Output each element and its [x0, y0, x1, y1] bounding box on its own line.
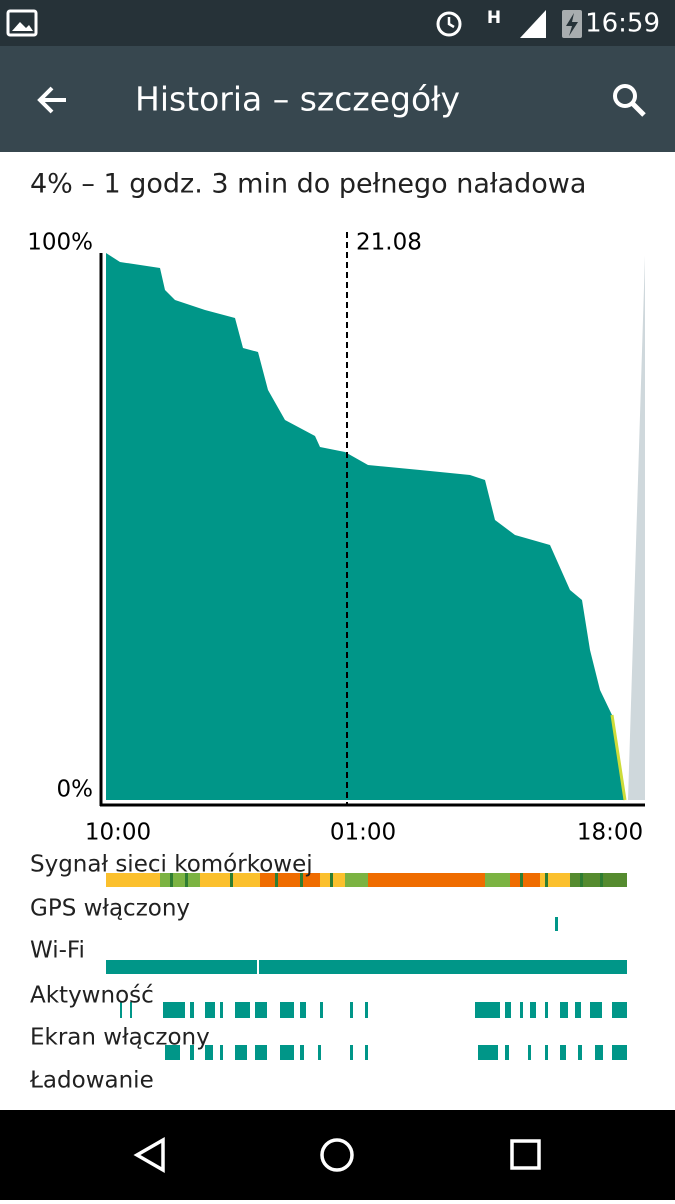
signal-tick: [520, 873, 523, 887]
activity-mark: [190, 1002, 194, 1018]
activity-mark: [320, 1002, 323, 1018]
screen-mark: [318, 1045, 321, 1060]
signal-tick: [230, 873, 233, 887]
screen-mark: [220, 1045, 223, 1060]
gallery-icon-shape: [12, 22, 33, 31]
signal-tick: [300, 873, 303, 887]
wifi-bar: [106, 960, 627, 974]
activity-mark: [120, 1002, 122, 1018]
summary: 4% – 1 godz. 3 min do pełnego naładowa: [30, 169, 586, 200]
screen-mark: [578, 1045, 582, 1060]
screen-mark: [280, 1045, 294, 1060]
screen-mark: [365, 1045, 368, 1060]
screen-mark: [545, 1045, 548, 1060]
prediction-area: [628, 255, 645, 800]
x-label: 18:00: [577, 820, 643, 846]
battery-area: [106, 253, 625, 800]
wifi-gap: [257, 960, 259, 974]
screen-mark: [505, 1045, 509, 1060]
search-button[interactable]: [613, 84, 637, 108]
activity-mark: [590, 1002, 602, 1018]
signal-tick: [170, 873, 173, 887]
signal-segment: [345, 873, 368, 887]
tracks: Sygnał sieci komórkowej GPS włączony Wi-Fi…: [29, 852, 627, 1094]
activity-mark: [530, 1002, 536, 1018]
signal-segment: [510, 873, 540, 887]
alarm-hands: [447, 17, 455, 29]
activity-mark: [280, 1002, 294, 1018]
activity-mark: [163, 1002, 185, 1018]
row-label: Ekran włączony: [30, 1025, 210, 1051]
signal-tick: [330, 873, 333, 887]
nav-home[interactable]: [320, 1138, 354, 1172]
signal-segment: [106, 873, 160, 887]
gps-mark: [555, 917, 558, 931]
signal-segment: [540, 873, 570, 887]
activity-mark: [560, 1002, 568, 1018]
row-label: Wi-Fi: [30, 938, 85, 964]
activity-mark: [205, 1002, 215, 1018]
signal-tick: [275, 873, 278, 887]
alarm-icon: [436, 11, 462, 37]
search-handle: [630, 101, 646, 117]
network-type: H: [487, 8, 501, 28]
screen-mark: [235, 1045, 247, 1060]
screen-mark: [595, 1045, 603, 1060]
activity-mark: [545, 1002, 548, 1018]
activity-mark: [612, 1002, 627, 1018]
row-label: Ładowanie: [29, 1068, 154, 1094]
x-label: 01:00: [330, 820, 396, 846]
signal-icon: [520, 10, 546, 38]
charge-line: [610, 714, 627, 801]
screen-mark: [478, 1045, 498, 1060]
back-button[interactable]: [37, 86, 66, 114]
activity-mark: [130, 1002, 132, 1018]
signal-segment: [485, 873, 510, 887]
signal-segment: [570, 873, 627, 887]
app-bar: [0, 46, 675, 152]
activity-mark: [235, 1002, 250, 1018]
nav-back[interactable]: [133, 1136, 165, 1174]
screen-mark: [255, 1045, 267, 1060]
activity-mark: [220, 1002, 223, 1018]
signal-tick: [580, 873, 583, 887]
signal-tick: [545, 873, 548, 887]
row-label: GPS włączony: [30, 896, 190, 922]
gallery-icon: [6, 9, 38, 37]
screen-mark: [190, 1045, 194, 1060]
activity-mark: [255, 1002, 267, 1018]
screen-mark: [300, 1045, 304, 1060]
nav-recents[interactable]: [510, 1139, 541, 1170]
screen-mark: [612, 1045, 627, 1060]
activity-mark: [350, 1002, 353, 1018]
app-title: Historia – szczegóły: [135, 80, 460, 119]
y-label: 100%: [27, 230, 93, 256]
marker-label: 21.08: [356, 230, 422, 256]
x-label: 10:00: [85, 820, 151, 846]
activity-mark: [300, 1002, 306, 1018]
activity-mark: [365, 1002, 368, 1018]
activity-mark: [505, 1002, 511, 1018]
y-label: 0%: [57, 777, 94, 803]
activity-mark: [475, 1002, 500, 1018]
signal-segment: [368, 873, 485, 887]
row-label: Sygnał sieci komórkowej: [30, 852, 313, 878]
screen-mark: [350, 1045, 353, 1060]
activity-mark: [520, 1002, 523, 1018]
signal-tick: [600, 873, 603, 887]
signal-tick: [185, 873, 188, 887]
charge-bolt: [566, 13, 578, 36]
screen-mark: [560, 1045, 566, 1060]
nav-bar: [0, 1110, 675, 1200]
screen-mark: [165, 1045, 180, 1060]
screen-mark: [528, 1045, 531, 1060]
screen-mark: [205, 1045, 213, 1060]
activity-mark: [575, 1002, 581, 1018]
row-label: Aktywność: [30, 983, 154, 1009]
clock: 16:59: [585, 9, 660, 39]
